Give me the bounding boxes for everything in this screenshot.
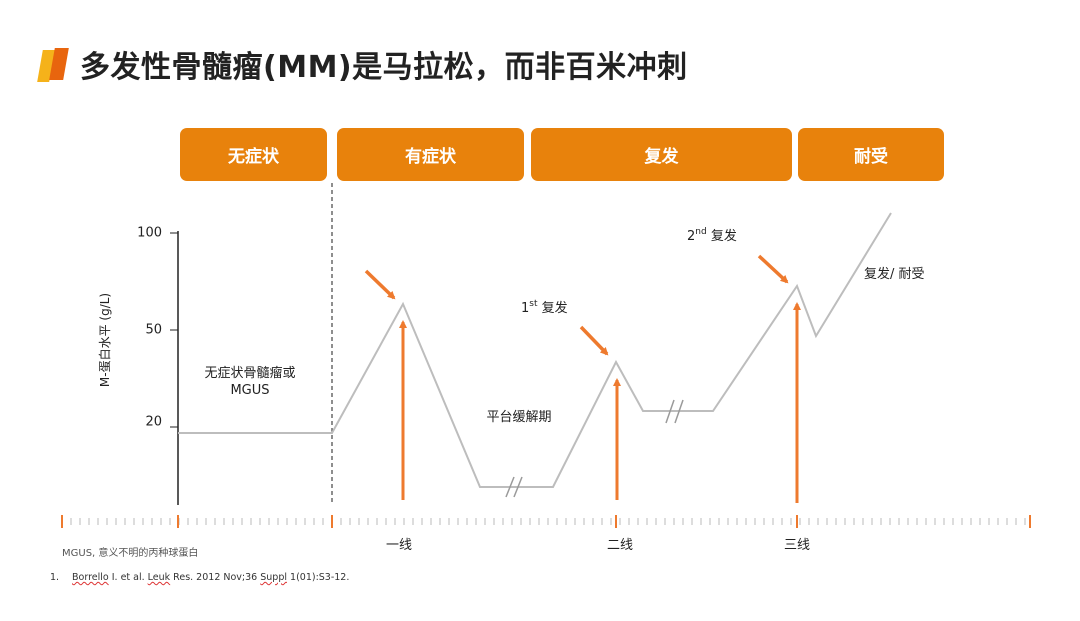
asymptomatic-label-line1: 无症状骨髓瘤或 bbox=[204, 365, 295, 381]
timeline-ruler bbox=[61, 515, 1031, 528]
axis-break-marker-1 bbox=[505, 476, 523, 498]
first-line-label: 一线 bbox=[386, 538, 412, 553]
third-line-label: 三线 bbox=[784, 538, 810, 553]
phase-refractory: 耐受 bbox=[798, 128, 944, 181]
reference-citation: 1. Borrello I. et al. Leuk Res. 2012 Nov;… bbox=[50, 572, 350, 583]
first-relapse-label: 1st 复发 bbox=[521, 299, 568, 316]
slide-title-group: 多发性骨髓瘤(MM)是马拉松，而非百米冲刺 bbox=[37, 42, 688, 86]
y-tick-20: 20 bbox=[145, 415, 162, 430]
second-relapse-label: 2nd 复发 bbox=[687, 227, 737, 244]
slide-title: 多发性骨髓瘤(MM)是马拉松，而非百米冲刺 bbox=[80, 50, 688, 85]
plateau-label: 平台缓解期 bbox=[486, 410, 551, 425]
relapse-refractory-label: 复发/ 耐受 bbox=[864, 266, 925, 282]
abbreviation-footnote: MGUS, 意义不明的丙种球蛋白 bbox=[62, 548, 199, 559]
phase-relapse: 复发 bbox=[531, 128, 792, 181]
m-protein-curve bbox=[178, 212, 892, 488]
y-axis-label: M-蛋白水平 (g/L) bbox=[97, 293, 112, 387]
asymptomatic-label-line2: MGUS bbox=[230, 383, 269, 398]
axis-break-marker-2 bbox=[665, 399, 684, 424]
second-line-label: 二线 bbox=[607, 538, 633, 553]
peak-pointer-arrow-1 bbox=[364, 269, 396, 300]
peak-pointer-arrow-2 bbox=[579, 325, 609, 356]
y-tick-50: 50 bbox=[145, 323, 162, 338]
phase-symptomatic: 有症状 bbox=[337, 128, 524, 181]
phase-asymptomatic: 无症状 bbox=[180, 128, 327, 181]
y-tick-100: 100 bbox=[137, 226, 162, 241]
peak-pointer-arrow-3 bbox=[757, 254, 789, 284]
